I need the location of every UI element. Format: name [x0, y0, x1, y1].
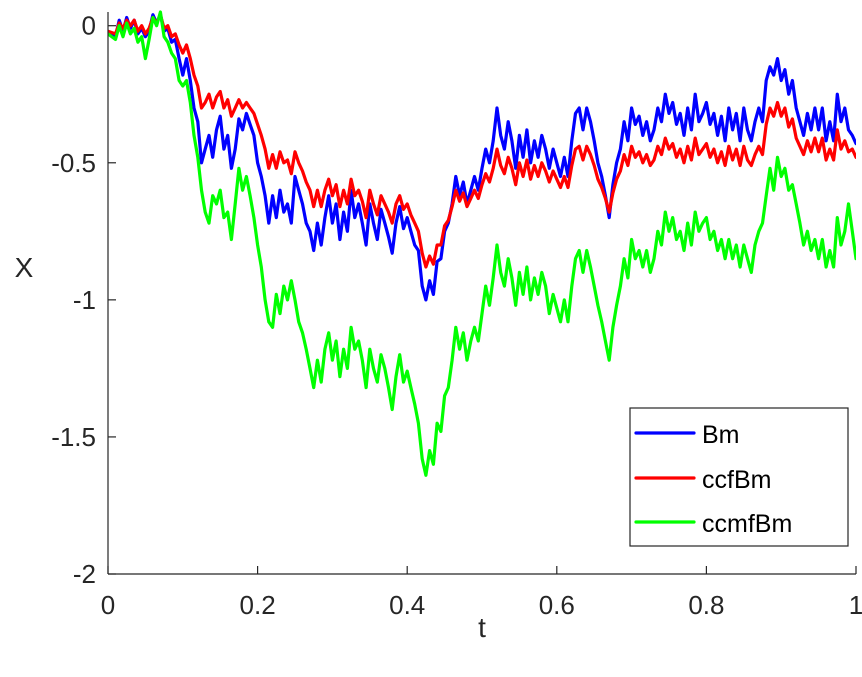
x-tick-label: 0.2: [240, 590, 276, 620]
legend: Bm ccfBm ccmfBm: [629, 407, 849, 547]
x-tick-label: 1: [849, 590, 862, 620]
y-tick-label: -1: [73, 285, 96, 315]
x-tick-label: 0: [101, 590, 115, 620]
legend-label-ccfbm: ccfBm: [702, 466, 771, 494]
series-line-ccmfbm: [108, 10, 856, 477]
x-tick-label: 0.6: [539, 590, 575, 620]
legend-label-ccmfbm: ccmfBm: [702, 510, 792, 538]
axes: [107, 12, 856, 575]
y-axis-label: X: [15, 252, 34, 283]
y-ticks: 0 -0.5 -1 -1.5 -2: [51, 11, 116, 589]
y-tick-label: -2: [73, 559, 96, 589]
x-tick-label: 0.4: [389, 590, 425, 620]
y-tick-label: -0.5: [51, 148, 96, 178]
y-tick-label: 0: [82, 11, 96, 41]
x-axis-label: t: [478, 612, 486, 643]
series-line-ccfbm: [108, 13, 856, 269]
legend-label-bm: Bm: [702, 421, 740, 449]
plot-area: [108, 10, 856, 477]
series-line-bm: [108, 13, 856, 302]
y-tick-label: -1.5: [51, 422, 96, 452]
x-tick-label: 0.8: [688, 590, 724, 620]
x-ticks: 0 0.2 0.4 0.6 0.8 1: [101, 566, 862, 620]
